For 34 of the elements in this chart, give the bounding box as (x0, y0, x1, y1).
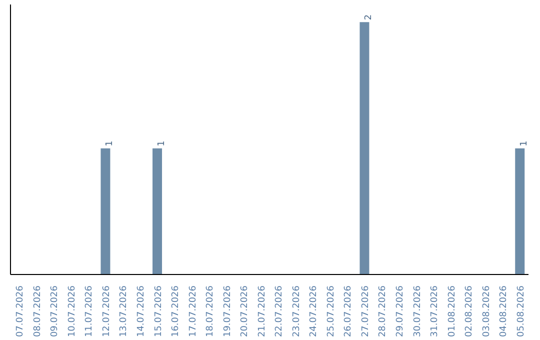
x-tick-label: 10.07.2026 (67, 285, 78, 338)
x-tick-label: 24.07.2026 (309, 285, 320, 338)
x-tick-label: 31.07.2026 (430, 285, 440, 338)
x-tick-label: 21.07.2026 (257, 285, 268, 338)
x-tick-label: 07.07.2026 (16, 285, 26, 338)
x-tick-label: 02.08.2026 (464, 285, 475, 338)
x-tick-label: 16.07.2026 (171, 285, 182, 338)
data-label: 2 (364, 14, 374, 20)
x-tick-label: 23.07.2026 (292, 285, 302, 338)
data-label: 1 (104, 140, 115, 146)
x-tick-label: 04.08.2026 (499, 285, 510, 338)
x-tick-label: 20.07.2026 (240, 285, 250, 338)
x-tick-label: 17.07.2026 (188, 285, 198, 338)
x-tick-label: 22.07.2026 (274, 285, 285, 338)
x-tick-label: 11.07.2026 (84, 285, 95, 338)
x-tick-label: 18.07.2026 (206, 285, 216, 338)
x-tick-label: 27.07.2026 (360, 285, 371, 338)
x-tick-label: 26.07.2026 (344, 285, 354, 338)
x-tick-label: 28.07.2026 (378, 285, 388, 338)
x-tick-label: 30.07.2026 (412, 285, 423, 338)
x-tick-label: 25.07.2026 (326, 285, 336, 338)
x-tick-label: 09.07.2026 (50, 285, 60, 338)
x-tick-label: 14.07.2026 (136, 285, 146, 338)
data-label: 1 (156, 140, 167, 146)
x-tick-label: 29.07.2026 (396, 285, 406, 338)
x-tick-label: 19.07.2026 (222, 285, 233, 338)
x-tick-label: 13.07.2026 (119, 285, 130, 338)
x-tick-label: 15.07.2026 (154, 285, 164, 338)
x-tick-label: 05.08.2026 (516, 285, 526, 338)
x-tick-label: 08.07.2026 (32, 285, 43, 338)
x-tick-label: 12.07.2026 (102, 285, 112, 338)
x-tick-label: 03.08.2026 (482, 285, 492, 338)
x-tick-label: 01.08.2026 (447, 285, 458, 338)
data-label: 1 (519, 140, 530, 146)
